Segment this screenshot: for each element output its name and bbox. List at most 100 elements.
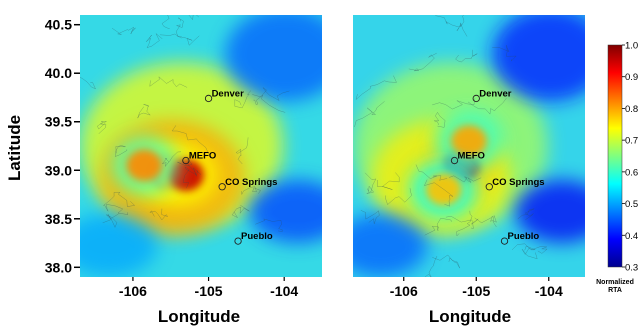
left-contour-line	[80, 76, 96, 90]
left-contour-line	[235, 137, 249, 165]
left-city-marker	[182, 156, 190, 165]
left-city-label: Pueblo	[241, 231, 273, 242]
left-contour-line	[182, 166, 202, 189]
left-contour-line	[111, 26, 136, 35]
right-contour-line	[492, 45, 517, 62]
right-contour-line	[432, 254, 460, 269]
right-contour-line	[467, 97, 507, 115]
right-contour-line	[408, 52, 437, 72]
right-city-label: Denver	[479, 88, 512, 99]
left-contour-line	[231, 205, 250, 219]
left-contour-line	[149, 208, 169, 221]
left-contour-line	[114, 144, 128, 157]
y-axis-label: Latitude	[5, 115, 24, 181]
left-x-tick-label: -105	[195, 283, 223, 299]
left-map-panel: Denver MEFO CO Springs Pueblo	[80, 15, 322, 277]
right-hotspot	[425, 173, 462, 206]
left-field-blob	[80, 214, 158, 277]
left-heat-layers	[80, 15, 322, 277]
left-contour-line	[102, 192, 136, 207]
right-field-blob	[492, 15, 585, 102]
right-x-axis: -106 -105 -104	[390, 277, 563, 299]
left-contour-line	[252, 87, 290, 102]
right-contour-line	[455, 49, 478, 63]
left-contour-line	[175, 17, 184, 38]
left-contour-line	[97, 121, 107, 134]
left-contour-line	[159, 33, 200, 46]
left-contour-line	[137, 104, 151, 119]
right-city-marker	[500, 237, 509, 245]
right-city-label: MEFO	[458, 151, 485, 162]
right-contour-line	[445, 215, 479, 229]
left-contour-line	[255, 218, 283, 232]
y-tick-label: 40.5	[45, 17, 72, 33]
right-contour-line	[474, 215, 497, 228]
left-contour-line	[188, 15, 199, 21]
right-contour-line	[424, 255, 438, 277]
right-contour-line	[460, 15, 468, 37]
y-tick-label: 40.0	[45, 65, 72, 81]
colorbar-tick-label: 0.7	[625, 136, 638, 147]
colorbar-tick-label: 0.9	[625, 72, 638, 83]
left-contour-line	[149, 76, 188, 88]
right-contour-line	[511, 243, 548, 254]
right-city-markers: Denver MEFO CO Springs Pueblo	[450, 88, 545, 245]
colorbar-scale	[607, 44, 623, 268]
right-contour-line	[434, 111, 446, 128]
left-field-blob	[225, 15, 322, 102]
left-contour-line	[171, 125, 214, 160]
right-contour-line	[364, 172, 377, 194]
left-field-blob	[249, 180, 322, 243]
right-field-blob	[353, 214, 428, 277]
right-contour-line	[423, 179, 454, 207]
right-contour-line	[432, 98, 476, 110]
right-contour-line	[354, 101, 385, 128]
right-contour-line	[355, 75, 397, 101]
left-contour-line	[161, 15, 170, 29]
right-city-marker	[450, 156, 459, 165]
y-tick-label: 39.5	[45, 114, 72, 130]
y-tick-label: 38.0	[45, 259, 72, 275]
right-contour-line	[424, 217, 452, 236]
left-city-marker	[218, 183, 226, 191]
right-x-axis-label: Longitude	[429, 307, 511, 326]
left-x-tick-label: -104	[270, 283, 298, 299]
right-contour-line	[517, 208, 535, 220]
left-terrain-contours	[80, 15, 290, 232]
right-x-tick-label: -106	[390, 283, 418, 299]
right-contour-line	[377, 172, 400, 190]
left-y-axis: 38.0 38.5 39.0 39.5 40.0 40.5	[45, 17, 80, 275]
right-contour-line	[360, 210, 380, 224]
colorbar-tick-label: 0.6	[625, 167, 638, 178]
colorbar-title-line2: RTA	[608, 287, 622, 294]
left-contour-line	[161, 151, 182, 167]
right-contour-line	[385, 188, 413, 205]
colorbar-tick-label: 0.5	[625, 199, 638, 210]
colorbar-tick-label: 0.4	[625, 231, 638, 242]
colorbar-tick-label: 0.3	[625, 263, 638, 274]
left-contour-line	[234, 90, 252, 109]
right-contour-line	[456, 210, 473, 237]
right-city-marker	[485, 183, 493, 191]
left-city-marker	[234, 237, 242, 245]
left-city-marker	[204, 94, 213, 103]
right-city-marker	[472, 94, 480, 103]
right-contour-line	[521, 245, 538, 260]
left-city-markers: Denver MEFO CO Springs Pueblo	[182, 88, 277, 245]
left-contour-line	[241, 186, 261, 195]
colorbar-tick-label: 0.8	[625, 104, 638, 115]
right-contour-line	[435, 15, 462, 32]
right-field-blob	[515, 180, 585, 243]
y-tick-label: 39.0	[45, 162, 72, 178]
y-tick-label: 38.5	[45, 211, 72, 227]
colorbar-ticks: 0.3 0.4 0.5 0.6 0.7 0.8 0.9 1.0	[622, 41, 638, 274]
colorbar-title-line1: Normalized	[596, 279, 634, 286]
right-heat-layers	[353, 15, 585, 277]
left-contour-line	[102, 213, 119, 228]
right-hotspot	[451, 125, 487, 158]
left-city-label: Denver	[212, 88, 245, 99]
right-terrain-contours	[354, 15, 548, 277]
colorbar: 0.3 0.4 0.5 0.6 0.7 0.8 0.9 1.0 Normalized RTA	[596, 41, 638, 295]
right-contour-line	[449, 175, 482, 183]
